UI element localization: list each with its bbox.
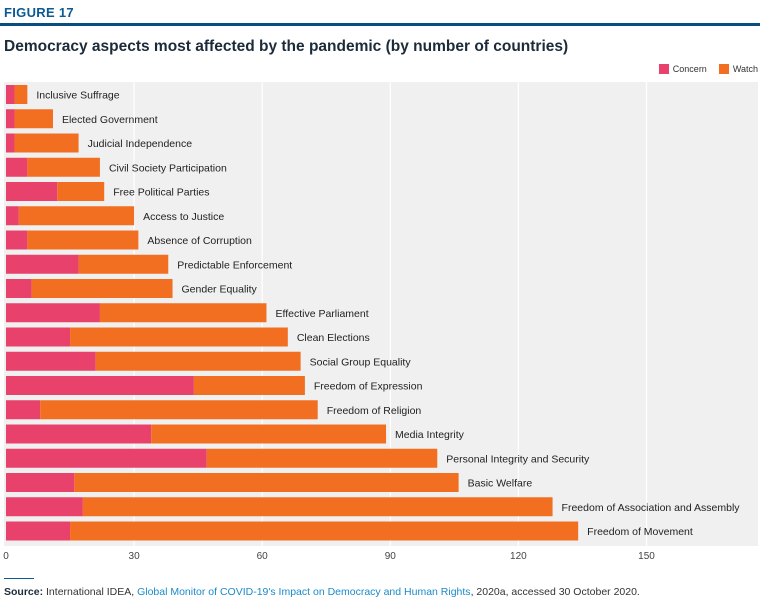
bar-concern	[6, 303, 100, 323]
category-label: Freedom of Religion	[327, 405, 422, 417]
category-label: Social Group Equality	[310, 356, 412, 368]
bar-watch	[151, 424, 387, 444]
legend-label-watch: Watch	[732, 64, 758, 74]
legend-swatch-watch	[718, 64, 729, 74]
bar-concern	[6, 521, 71, 541]
bar-watch	[14, 133, 79, 153]
chart-title: Democracy aspects most affected by the p…	[4, 38, 569, 55]
legend-item-watch: Watch	[718, 64, 758, 74]
bar-watch	[31, 279, 173, 298]
x-tick-label: 90	[385, 551, 397, 562]
category-label: Freedom of Expression	[314, 381, 423, 393]
category-label: Free Political Parties	[113, 187, 209, 199]
category-label: Freedom of Movement	[587, 526, 693, 538]
bar-concern	[6, 230, 28, 250]
category-label: Personal Integrity and Security	[446, 453, 590, 465]
bar-concern	[6, 424, 152, 444]
source-rule	[4, 578, 34, 579]
bar-concern	[6, 279, 32, 298]
bar-watch	[193, 376, 305, 395]
category-label: Media Integrity	[395, 429, 465, 441]
category-label: Basic Welfare	[468, 478, 533, 490]
bar-watch	[70, 521, 579, 541]
category-label: Access to Justice	[143, 211, 224, 223]
bar-concern	[6, 182, 58, 201]
figure-label: FIGURE 17	[4, 5, 74, 20]
category-label: Clean Elections	[297, 332, 370, 344]
source-tail: , 2020a, accessed 30 October 2020.	[470, 586, 640, 598]
bar-watch	[206, 448, 438, 468]
x-tick-label: 30	[129, 551, 141, 562]
bar-concern	[6, 400, 41, 420]
bar-watch	[78, 254, 169, 274]
bar-watch	[82, 497, 553, 517]
category-label: Gender Equality	[182, 284, 258, 296]
bar-concern	[6, 351, 96, 371]
category-label: Judicial Independence	[88, 138, 193, 150]
bar-watch	[27, 230, 139, 250]
x-tick-label: 0	[3, 551, 9, 562]
category-label: Civil Society Participation	[109, 162, 227, 174]
bar-chart: Inclusive Suffrage Elected Government Judi…	[3, 82, 758, 562]
source-note: Source: International IDEA, Global Monit…	[4, 586, 640, 598]
bar-concern	[6, 376, 194, 395]
bar-watch	[18, 206, 135, 226]
bar-concern	[6, 473, 75, 492]
category-label: Inclusive Suffrage	[36, 90, 119, 102]
bar-concern	[6, 157, 28, 177]
top-rule	[0, 23, 760, 26]
x-tick-label: 120	[510, 551, 527, 562]
category-label: Absence of Corruption	[147, 235, 252, 247]
bar-concern	[6, 327, 71, 347]
bar-watch	[95, 351, 301, 371]
legend-item-concern: Concern	[658, 64, 707, 74]
bar-concern	[6, 133, 15, 153]
category-label: Predictable Enforcement	[177, 259, 292, 271]
bar-concern	[6, 109, 15, 129]
chart-legend: Concern Watch	[658, 64, 758, 74]
bar-concern	[6, 448, 207, 468]
category-label: Elected Government	[62, 114, 158, 126]
bar-watch	[27, 157, 100, 177]
category-label: Effective Parliament	[275, 308, 368, 320]
x-tick-label: 150	[638, 551, 655, 562]
bar-watch	[40, 400, 318, 420]
bar-concern	[6, 254, 79, 274]
legend-label-concern: Concern	[672, 64, 707, 74]
category-label: Freedom of Association and Assembly	[562, 502, 741, 514]
bar-watch	[14, 109, 53, 129]
legend-swatch-concern	[658, 64, 669, 74]
bar-concern	[6, 206, 19, 226]
bar-concern	[6, 85, 15, 104]
bar-watch	[57, 182, 105, 201]
source-org: International IDEA,	[46, 586, 135, 598]
bar-watch	[14, 85, 28, 104]
bar-watch	[99, 303, 267, 323]
bar-watch	[70, 327, 288, 347]
x-tick-label: 60	[257, 551, 269, 562]
source-label: Source:	[4, 586, 44, 598]
source-link[interactable]: Global Monitor of COVID-19's Impact on D…	[137, 586, 471, 598]
bar-watch	[74, 473, 459, 492]
bar-concern	[6, 497, 83, 517]
